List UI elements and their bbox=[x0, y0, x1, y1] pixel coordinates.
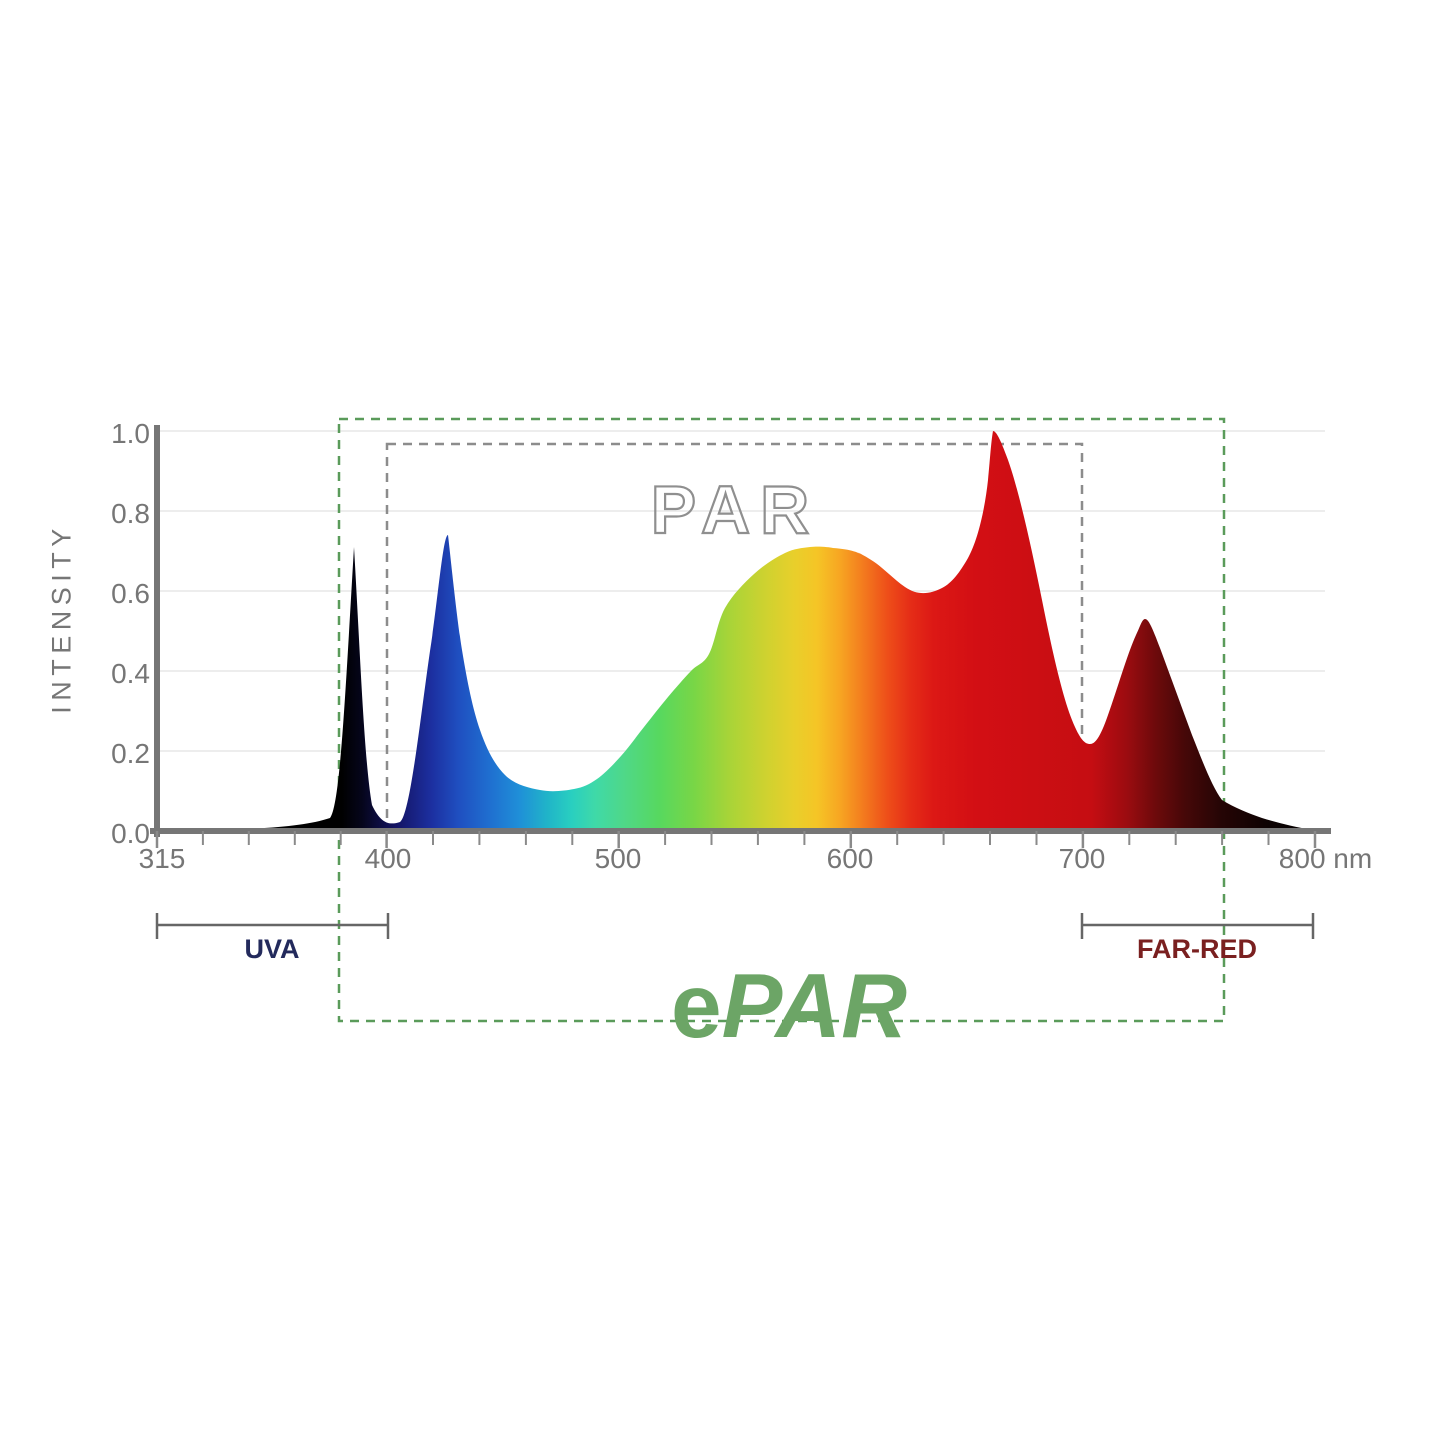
svg-text:FAR-RED: FAR-RED bbox=[1137, 934, 1257, 964]
svg-text:UVA: UVA bbox=[244, 934, 299, 964]
svg-text:ePAR: ePAR bbox=[671, 956, 907, 1057]
